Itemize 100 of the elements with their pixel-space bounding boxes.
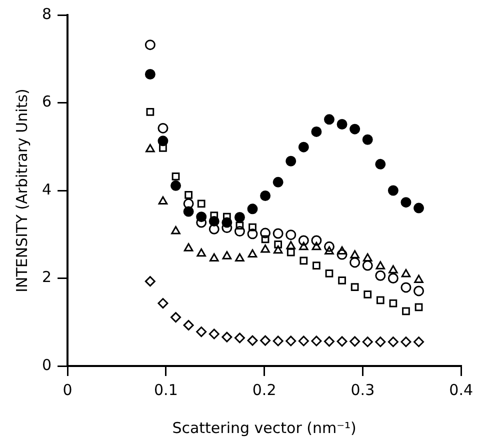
point [272, 176, 284, 188]
point [350, 257, 360, 268]
point [171, 226, 180, 234]
point [336, 336, 348, 347]
point [184, 243, 194, 252]
point [337, 246, 347, 254]
point [234, 332, 245, 344]
point [364, 290, 372, 298]
point [272, 228, 284, 239]
x-tick-label: 0.2 [252, 380, 276, 399]
x-tick-label: 0.3 [350, 380, 375, 399]
point [260, 244, 270, 253]
point [286, 336, 296, 346]
y-axis-title: INTENSITY (Arbitrary Units) [12, 88, 31, 292]
point [158, 196, 168, 204]
point [183, 198, 194, 209]
point [401, 269, 411, 278]
point [350, 336, 360, 347]
point [146, 108, 154, 116]
point [324, 114, 334, 125]
y-tick-label: 0 [42, 356, 52, 374]
y-tick-label: 4 [42, 180, 52, 198]
point [414, 274, 424, 284]
point [208, 216, 220, 226]
point [260, 190, 271, 202]
point [235, 253, 244, 262]
point [414, 336, 424, 348]
point [376, 296, 384, 304]
point [209, 253, 219, 262]
point [400, 336, 412, 348]
point [350, 124, 360, 134]
point [234, 212, 245, 223]
point [248, 249, 258, 258]
point [260, 335, 271, 346]
point [247, 228, 258, 240]
point [248, 223, 256, 232]
point [183, 320, 194, 330]
point [286, 240, 296, 250]
point [273, 245, 283, 254]
point [375, 270, 386, 281]
point [402, 307, 410, 316]
point [414, 202, 424, 214]
point [144, 68, 156, 80]
point [400, 282, 412, 293]
point [388, 273, 398, 284]
x-tick-label: 0.1 [154, 380, 178, 399]
point [146, 144, 155, 152]
point [311, 336, 322, 346]
point [336, 119, 348, 130]
point [222, 251, 232, 260]
point [388, 185, 398, 196]
y-tick-label: 6 [42, 92, 52, 111]
point [260, 228, 271, 238]
point [362, 134, 373, 145]
point [299, 242, 308, 250]
point [272, 336, 284, 346]
point [158, 136, 168, 146]
point [389, 299, 398, 308]
point [170, 180, 182, 191]
point [298, 336, 309, 346]
x-tick-label: 0.4 [449, 380, 473, 399]
point [312, 262, 320, 270]
point [183, 206, 194, 217]
point [312, 242, 322, 250]
point [222, 332, 232, 342]
point [298, 235, 309, 246]
x-axis-title: Scattering vector (nm⁻¹) [172, 418, 356, 437]
y-tick-label: 2 [42, 268, 52, 286]
point [247, 204, 258, 214]
point [208, 224, 220, 234]
point [414, 286, 424, 296]
point [159, 144, 167, 152]
point [338, 276, 346, 284]
point [336, 249, 348, 260]
point [222, 217, 232, 228]
point [144, 40, 156, 50]
point [197, 200, 206, 208]
point [286, 230, 296, 240]
point [414, 303, 423, 312]
x-tick-label: 0 [62, 380, 72, 399]
point [324, 336, 334, 347]
point [158, 122, 168, 134]
point [261, 235, 270, 244]
point [376, 261, 386, 270]
point [400, 197, 412, 208]
point [311, 235, 322, 246]
point [362, 336, 373, 348]
point [184, 190, 192, 199]
point [234, 226, 245, 237]
point [158, 298, 168, 309]
point [274, 240, 282, 248]
point [375, 336, 386, 348]
point [325, 269, 334, 278]
point [350, 250, 360, 258]
point [286, 156, 296, 166]
point [172, 172, 180, 180]
point [298, 142, 309, 152]
point [311, 126, 322, 137]
point [388, 265, 398, 274]
point [300, 256, 308, 265]
